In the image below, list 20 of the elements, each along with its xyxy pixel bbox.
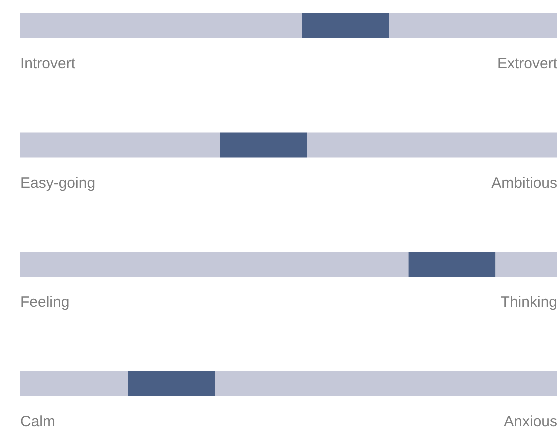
bar (220, 132, 308, 158)
bar (389, 14, 557, 38)
bar (496, 252, 557, 278)
y-tick-label: Easy-going (20, 174, 96, 192)
y-tick-label: Feeling (20, 294, 70, 312)
bar (215, 371, 557, 396)
y-tick-label: Calm (20, 413, 56, 429)
y-tick-label: Introvert (20, 56, 76, 72)
bar (302, 14, 390, 38)
annotation: Extrovert (497, 56, 557, 72)
annotation: Ambitious (492, 174, 557, 192)
annotation: Anxious (504, 413, 557, 429)
bar (20, 371, 128, 396)
bar (307, 132, 557, 158)
annotation: Thinking (500, 294, 557, 312)
bar (128, 371, 216, 396)
bar (408, 252, 496, 278)
bar (20, 132, 220, 158)
bar (20, 252, 409, 278)
bar (20, 14, 302, 38)
